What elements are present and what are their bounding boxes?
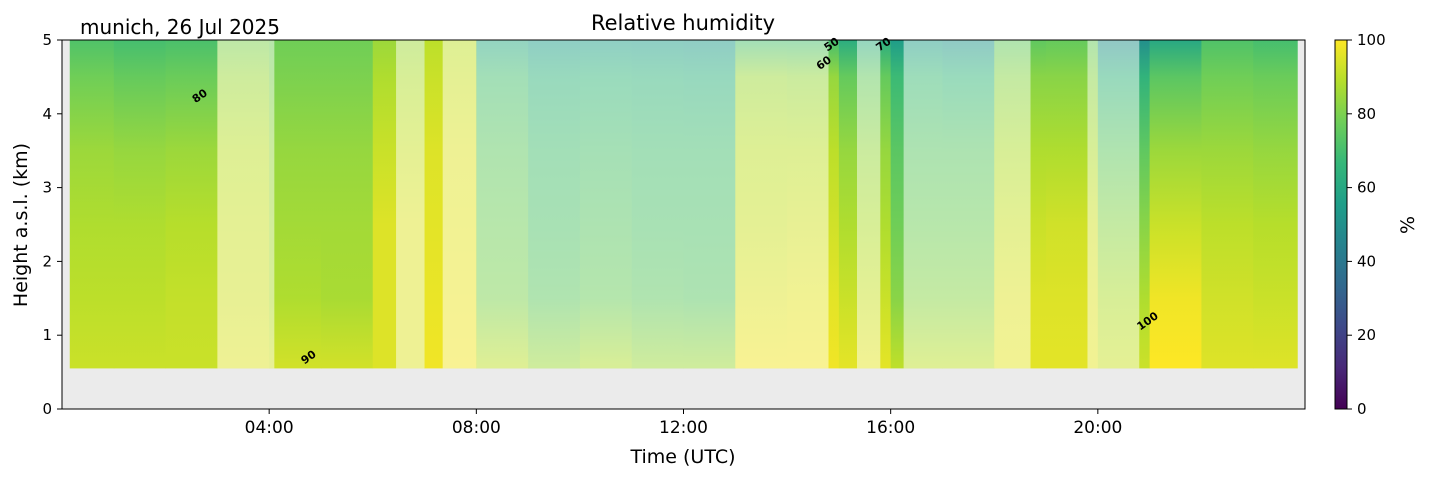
colorbar-tick-label: 100 bbox=[1357, 31, 1386, 49]
chart-subtitle: munich, 26 Jul 2025 bbox=[80, 15, 280, 39]
heatmap-column bbox=[269, 40, 322, 369]
low-quality-overlay bbox=[396, 40, 425, 369]
colorbar-tick-label: 20 bbox=[1357, 326, 1376, 344]
y-tick-label: 4 bbox=[42, 105, 52, 123]
heatmap-column bbox=[320, 40, 374, 369]
colorbar-label: % bbox=[1397, 216, 1419, 234]
x-tick-label: 04:00 bbox=[245, 418, 294, 438]
low-quality-overlay bbox=[857, 40, 881, 369]
x-tick-label: 16:00 bbox=[866, 418, 915, 438]
heatmap-column bbox=[113, 40, 167, 369]
chart-title: Relative humidity bbox=[591, 11, 775, 35]
y-tick-label: 2 bbox=[42, 252, 52, 270]
y-tick-label: 5 bbox=[42, 31, 52, 49]
colorbar-ticks: 0 20 40 60 80 100 bbox=[1347, 31, 1386, 418]
colorbar-tick-label: 80 bbox=[1357, 105, 1376, 123]
y-tick-label: 1 bbox=[42, 326, 52, 344]
low-quality-overlay bbox=[903, 40, 1031, 369]
y-axis-label: Height a.s.l. (km) bbox=[10, 143, 32, 307]
y-tick-label: 3 bbox=[42, 179, 52, 197]
x-tick-label: 20:00 bbox=[1073, 418, 1122, 438]
low-quality-overlay bbox=[1087, 40, 1140, 369]
y-axis-ticks: 0 1 2 3 4 5 bbox=[42, 31, 62, 418]
low-quality-overlays bbox=[217, 40, 1140, 369]
low-quality-overlay bbox=[442, 40, 477, 369]
heatmap-column bbox=[165, 40, 218, 369]
y-tick-label: 0 bbox=[42, 400, 52, 418]
colorbar bbox=[1334, 39, 1348, 410]
x-tick-label: 08:00 bbox=[452, 418, 501, 438]
x-axis-ticks: 04:00 08:00 12:00 16:00 20:00 bbox=[245, 409, 1122, 438]
heatmap-column bbox=[1201, 40, 1254, 369]
x-tick-label: 12:00 bbox=[659, 418, 708, 438]
colorbar-tick-label: 60 bbox=[1357, 179, 1376, 197]
low-quality-overlay bbox=[217, 40, 275, 369]
x-axis-label: Time (UTC) bbox=[629, 446, 735, 468]
heatmap-column bbox=[69, 40, 115, 369]
low-quality-overlay bbox=[476, 40, 829, 369]
colorbar-tick-label: 40 bbox=[1357, 252, 1376, 270]
heatmap-column bbox=[1253, 40, 1298, 369]
heatmap-column bbox=[1149, 40, 1202, 369]
colorbar-tick-label: 0 bbox=[1357, 400, 1367, 418]
